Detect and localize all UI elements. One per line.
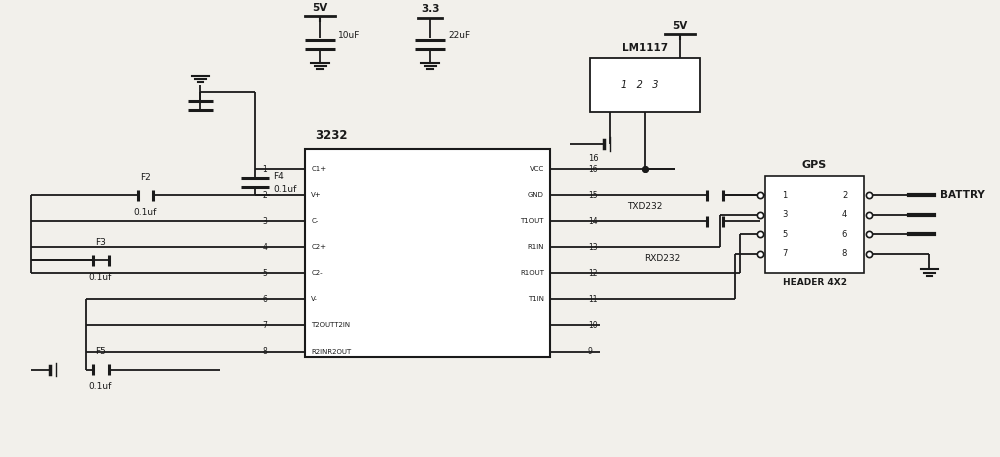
Text: 2: 2: [842, 191, 847, 200]
Text: 0.1uf: 0.1uf: [273, 185, 297, 194]
Text: 5: 5: [262, 269, 267, 278]
Text: 8: 8: [842, 249, 847, 258]
Text: TXD232: TXD232: [627, 202, 662, 212]
Text: 3232: 3232: [315, 129, 348, 142]
Text: 4: 4: [842, 210, 847, 219]
Text: C-: C-: [311, 218, 319, 224]
Text: 12: 12: [588, 269, 597, 278]
Text: C2-: C2-: [311, 271, 323, 276]
Text: 0.1uf: 0.1uf: [89, 383, 112, 391]
Text: 9: 9: [588, 347, 593, 356]
Text: 7: 7: [262, 321, 267, 330]
Text: 1: 1: [782, 191, 787, 200]
Text: 7: 7: [782, 249, 787, 258]
Text: R2INR2OUT: R2INR2OUT: [311, 349, 352, 355]
Text: R1IN: R1IN: [527, 244, 544, 250]
Text: HEADER 4X2: HEADER 4X2: [783, 278, 847, 287]
Text: 14: 14: [588, 217, 598, 226]
Text: T2OUTT2IN: T2OUTT2IN: [311, 323, 350, 329]
Text: GND: GND: [528, 192, 544, 198]
Text: 3.3: 3.3: [421, 4, 439, 14]
Text: 10: 10: [588, 321, 598, 330]
Text: 0.1uf: 0.1uf: [134, 208, 157, 217]
Text: 11: 11: [588, 295, 597, 304]
Text: 5V: 5V: [313, 3, 328, 13]
Text: R1OUT: R1OUT: [520, 271, 544, 276]
Text: 15: 15: [588, 191, 598, 200]
Text: 2: 2: [263, 191, 267, 200]
Text: 6: 6: [262, 295, 267, 304]
Text: 16: 16: [588, 165, 598, 174]
Text: 1: 1: [263, 165, 267, 174]
Text: 3: 3: [782, 210, 787, 219]
Text: 16: 16: [588, 154, 599, 163]
Text: 8: 8: [263, 347, 267, 356]
Text: V-: V-: [311, 297, 318, 303]
Text: F4: F4: [273, 172, 284, 181]
Text: 4: 4: [262, 243, 267, 252]
Text: 6: 6: [842, 229, 847, 239]
Text: F2: F2: [140, 173, 151, 182]
Text: 1   2   3: 1 2 3: [621, 80, 659, 90]
Text: BATTRY: BATTRY: [940, 190, 984, 200]
Text: T1OUT: T1OUT: [520, 218, 544, 224]
Text: 0.1uf: 0.1uf: [89, 273, 112, 282]
Text: 5V: 5V: [672, 21, 687, 31]
Text: F3: F3: [95, 238, 106, 247]
Text: 10uF: 10uF: [338, 31, 361, 40]
Text: 13: 13: [588, 243, 598, 252]
Bar: [765, 175, 864, 273]
Text: C2+: C2+: [311, 244, 326, 250]
Text: 22uF: 22uF: [448, 31, 470, 40]
Text: RXD232: RXD232: [644, 255, 680, 264]
Text: 5: 5: [782, 229, 787, 239]
Text: VCC: VCC: [530, 166, 544, 172]
Bar: [590, 58, 700, 112]
Text: 3: 3: [262, 217, 267, 226]
Bar: [305, 149, 550, 357]
Text: C1+: C1+: [311, 166, 326, 172]
Text: GPS: GPS: [802, 160, 827, 170]
Text: F5: F5: [95, 347, 106, 356]
Text: T1IN: T1IN: [528, 297, 544, 303]
Text: V+: V+: [311, 192, 322, 198]
Text: LM1117: LM1117: [622, 43, 668, 53]
